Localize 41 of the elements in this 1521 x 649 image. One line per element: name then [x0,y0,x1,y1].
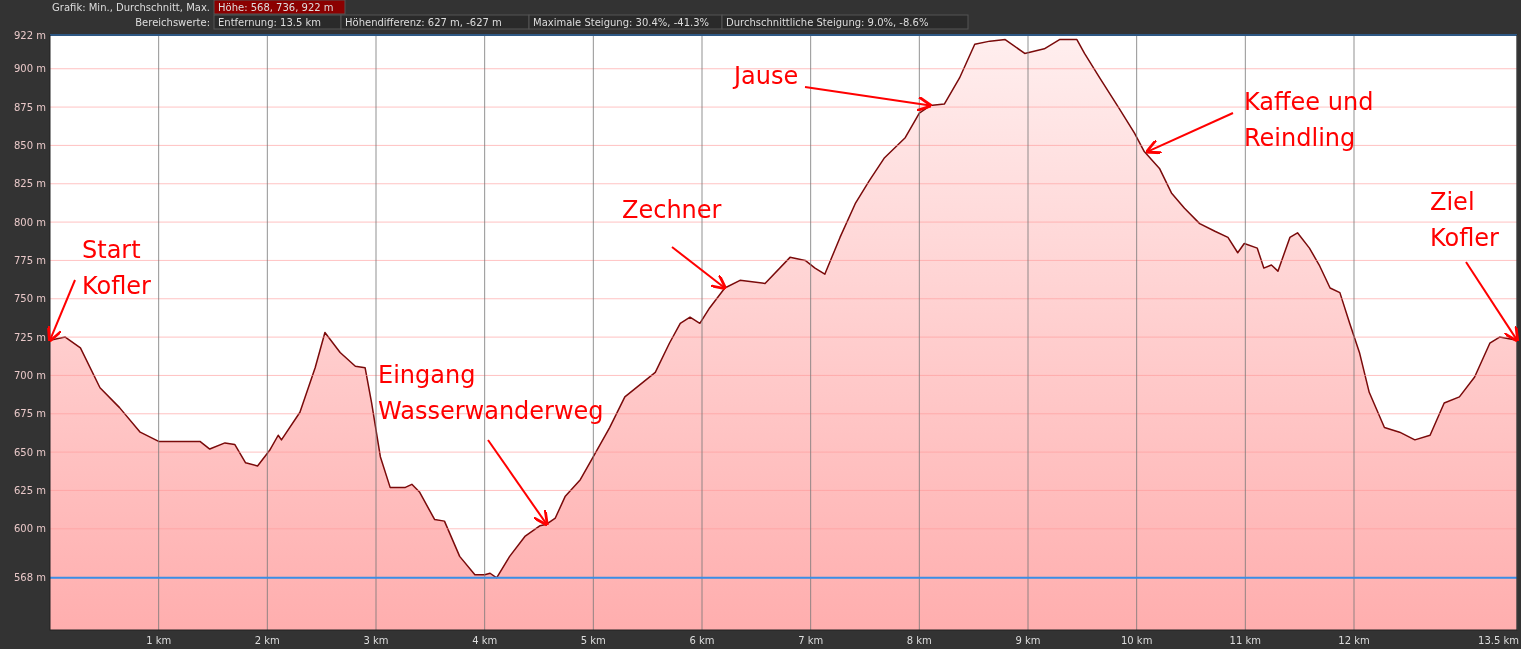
annotation: Kaffee und Reindling [1244,88,1374,152]
y-tick-label: 850 m [13,139,46,151]
y-tick-label: 922 m [13,29,46,41]
x-tick-label: 13.5 km [1478,635,1519,646]
y-tick-label: 875 m [13,101,46,113]
x-tick-label: 3 km [363,635,389,646]
x-tick-label: 10 km [1120,635,1153,646]
text: Höhendifferenz: 627 m, -627 m [345,16,502,28]
y-tick-label: 775 m [13,254,46,266]
x-tick-label: 11 km [1229,635,1262,646]
y-tick-label: 625 m [13,484,46,496]
text: Bereichswerte: [135,16,210,28]
y-tick-label: 825 m [13,178,46,190]
x-tick-label: 5 km [580,635,606,646]
y-tick-label: 800 m [13,216,46,228]
text: Grafik: Min., Durchschnitt, Max. [52,1,210,13]
annotation: Start Kofler [82,236,152,300]
y-tick-label: 900 m [13,63,46,75]
x-tick-label: 12 km [1338,635,1370,646]
y-tick-label: 650 m [13,446,46,458]
text: Höhe: 568, 736, 922 m [218,1,334,13]
x-tick-label: 1 km [146,635,172,646]
x-tick-label: 7 km [798,635,824,646]
y-tick-label: 568 m [13,572,46,584]
x-tick-label: 2 km [254,635,280,646]
y-tick-label: 700 m [13,369,46,381]
x-tick-label: 8 km [906,635,932,646]
annotation: Zechner [622,196,722,224]
y-tick-label: 750 m [13,293,46,305]
text: Durchschnittliche Steigung: 9.0%, -8.6% [726,16,929,28]
x-tick-label: 6 km [689,635,715,646]
x-tick-label: 9 km [1015,635,1041,646]
x-tick-label: 4 km [472,635,498,646]
annotation: Jause [732,62,799,90]
y-tick-label: 725 m [13,331,46,343]
y-tick-label: 600 m [13,523,46,535]
y-tick-label: 675 m [13,408,46,420]
annotation: Ziel Kofler [1430,188,1500,252]
annotation: Eingang Wasserwanderweg [378,361,604,425]
text: Maximale Steigung: 30.4%, -41.3% [533,16,710,28]
text: Entfernung: 13.5 km [218,16,322,28]
